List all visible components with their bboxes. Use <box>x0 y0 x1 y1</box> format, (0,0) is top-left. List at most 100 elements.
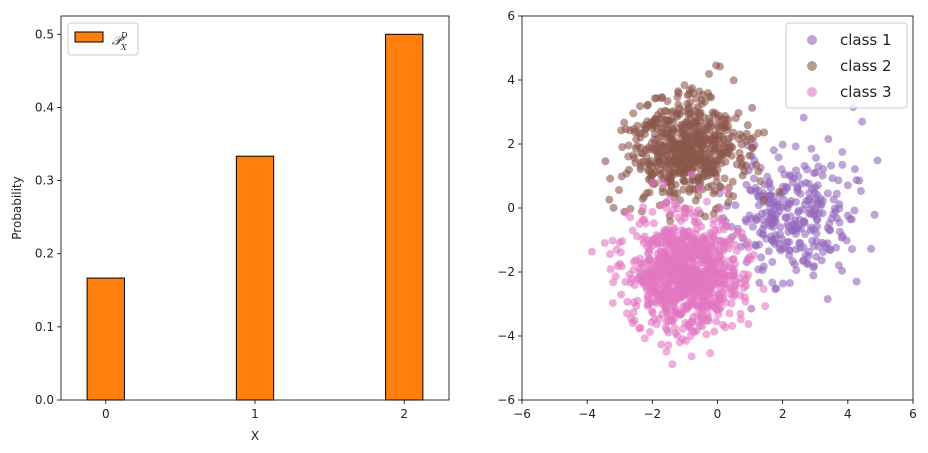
point-class-3 <box>665 232 674 241</box>
point-class-2 <box>670 188 679 197</box>
point-class-1 <box>754 186 763 195</box>
point-class-2 <box>737 162 746 171</box>
point-class-1 <box>794 172 803 181</box>
point-class-2 <box>637 149 646 158</box>
point-class-3 <box>622 309 631 318</box>
point-class-1 <box>779 195 788 204</box>
point-class-3 <box>606 265 615 274</box>
point-class-3 <box>615 259 624 268</box>
point-class-2 <box>665 166 674 175</box>
point-class-3 <box>715 204 724 213</box>
point-class-3 <box>685 249 694 258</box>
point-class-1 <box>850 206 859 215</box>
point-class-1 <box>731 201 740 210</box>
bar-2 <box>385 33 424 401</box>
point-class-2 <box>701 167 710 176</box>
point-class-2 <box>714 114 723 123</box>
point-class-3 <box>670 273 679 282</box>
point-class-3 <box>635 324 644 333</box>
point-class-3 <box>714 310 723 319</box>
point-class-3 <box>680 241 689 250</box>
point-class-3 <box>719 264 728 273</box>
point-class-1 <box>824 135 833 144</box>
point-class-1 <box>785 279 794 288</box>
point-class-3 <box>703 310 712 319</box>
point-class-1 <box>835 227 844 236</box>
scatter-legend-frame <box>785 22 908 109</box>
point-class-2 <box>624 141 633 150</box>
point-class-3 <box>675 251 684 260</box>
point-class-2 <box>704 135 713 144</box>
point-class-2 <box>737 154 746 163</box>
point-class-2 <box>620 118 629 127</box>
point-class-2 <box>631 144 640 153</box>
bar-legend-swatch <box>74 31 104 43</box>
point-class-3 <box>669 266 678 275</box>
point-class-3 <box>697 282 706 291</box>
point-class-2 <box>691 106 700 115</box>
point-class-3 <box>687 352 696 361</box>
point-class-3 <box>629 265 638 274</box>
point-class-3 <box>657 340 666 349</box>
point-class-1 <box>856 187 865 196</box>
legend-marker-class-3 <box>807 87 817 97</box>
point-class-2 <box>669 107 678 116</box>
point-class-1 <box>791 198 800 207</box>
point-class-3 <box>648 178 657 187</box>
point-class-3 <box>643 301 652 310</box>
point-class-1 <box>805 196 814 205</box>
point-class-1 <box>855 176 864 185</box>
scatter-y-tick-label: −4 <box>497 329 515 343</box>
point-class-3 <box>702 330 711 339</box>
point-class-2 <box>720 174 729 183</box>
point-class-3 <box>657 260 666 269</box>
point-class-3 <box>714 226 723 235</box>
point-class-1 <box>776 223 785 232</box>
scatter-x-tick-label: 4 <box>844 407 852 421</box>
point-class-3 <box>697 222 706 231</box>
point-class-2 <box>644 159 653 168</box>
point-class-3 <box>616 248 625 257</box>
bar-y-tick-label: 0.3 <box>35 174 54 188</box>
point-class-1 <box>805 188 814 197</box>
point-class-3 <box>670 295 679 304</box>
bar-marks <box>86 33 424 401</box>
point-class-3 <box>717 255 726 264</box>
scatter-x-tick-label: −2 <box>643 407 661 421</box>
bar-y-tick-label: 0.2 <box>35 247 54 261</box>
point-class-1 <box>838 160 847 169</box>
point-class-2 <box>717 121 726 130</box>
point-class-2 <box>654 141 663 150</box>
point-class-3 <box>714 291 723 300</box>
point-class-1 <box>792 245 801 254</box>
point-class-3 <box>632 302 641 311</box>
point-class-1 <box>867 244 876 253</box>
point-class-2 <box>724 139 733 148</box>
point-class-3 <box>627 274 636 283</box>
point-class-2 <box>707 93 716 102</box>
point-class-2 <box>712 61 721 70</box>
point-class-2 <box>711 186 720 195</box>
point-class-1 <box>781 213 790 222</box>
point-class-2 <box>697 100 706 109</box>
bar-y-ticks: 0.0 0.1 0.2 0.3 0.4 0.5 <box>35 27 61 407</box>
point-class-2 <box>690 112 699 121</box>
scatter-x-ticks: −6 −4 −2 0 2 4 6 <box>513 400 917 421</box>
point-class-3 <box>623 297 632 306</box>
point-class-1 <box>816 194 825 203</box>
point-class-2 <box>775 187 784 196</box>
point-class-3 <box>736 291 745 300</box>
point-class-3 <box>608 236 617 245</box>
point-class-2 <box>749 133 758 142</box>
point-class-3 <box>606 250 615 259</box>
point-class-3 <box>662 317 671 326</box>
point-class-3 <box>687 170 696 179</box>
point-class-3 <box>609 278 618 287</box>
bar-legend-label: 𝒫 D X <box>112 31 128 52</box>
point-class-3 <box>723 187 732 196</box>
point-class-1 <box>747 304 756 313</box>
point-class-2 <box>745 151 754 160</box>
point-class-2 <box>701 158 710 167</box>
point-class-2 <box>675 110 684 119</box>
point-class-2 <box>673 155 682 164</box>
